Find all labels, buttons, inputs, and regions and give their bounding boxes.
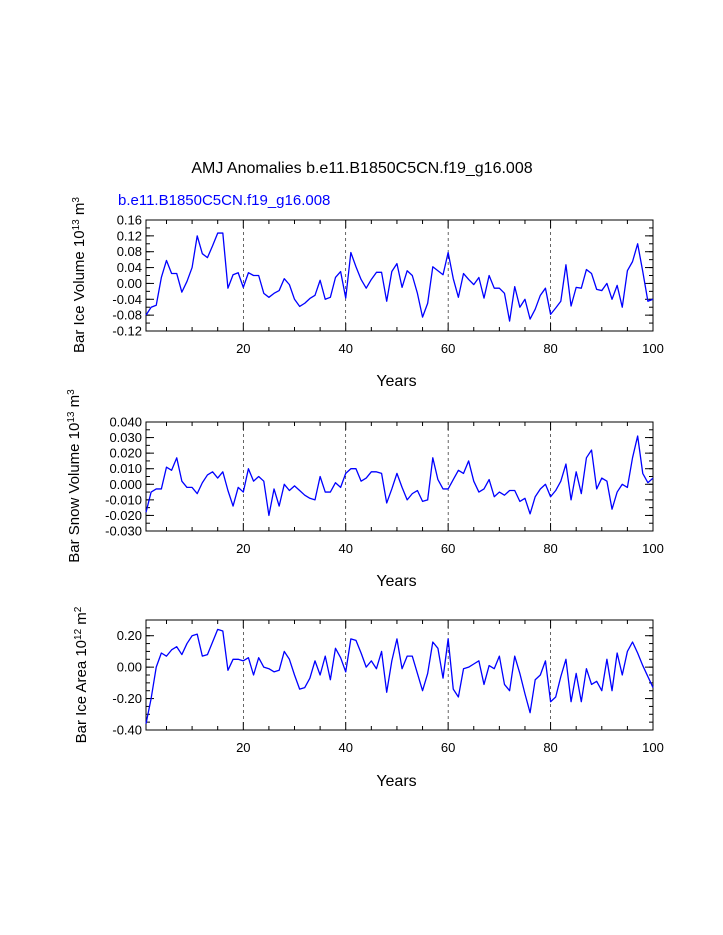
chart-panel-ice-volume: 20 40 60 80 100-0.12-0.08-0.040.000.040.080.… <box>71 197 664 390</box>
y-tick-label: -0.020 <box>105 508 142 523</box>
y-tick-label: 0.08 <box>117 244 142 259</box>
x-tick-label: 100 <box>642 740 664 755</box>
x-tick-label: 40 <box>338 341 352 356</box>
y-tick-label: 0.04 <box>117 260 142 275</box>
x-tick-label: 60 <box>441 740 455 755</box>
x-axis-title: Years <box>376 573 416 590</box>
x-tick-label: 20 <box>236 341 250 356</box>
y-axis-title-main: Bar Ice Area 10 <box>73 640 90 743</box>
y-axis-title-sup2: 3 <box>66 389 77 395</box>
y-axis-title-main: Bar Ice Volume 10 <box>71 230 88 353</box>
y-axis-title-sup1: 13 <box>66 411 77 423</box>
x-tick-label: 100 <box>642 341 664 356</box>
x-tick-label: 40 <box>338 541 352 556</box>
x-tick-label: 100 <box>642 541 664 556</box>
x-axis-title: Years <box>376 773 416 790</box>
y-axis-title-main: Bar Snow Volume 10 <box>66 423 83 563</box>
x-tick-label: 20 <box>236 541 250 556</box>
x-tick-label: 60 <box>441 541 455 556</box>
x-tick-label: 60 <box>441 341 455 356</box>
x-tick-label: 80 <box>543 541 557 556</box>
y-axis-title: Bar Snow Volume 1013 m3 <box>66 389 84 563</box>
y-tick-label: 0.000 <box>109 477 142 492</box>
y-axis-title-mid: m <box>71 203 88 220</box>
y-axis-title-mid: m <box>73 612 90 629</box>
y-tick-label: 0.00 <box>117 276 142 291</box>
y-tick-label: -0.010 <box>105 492 142 507</box>
y-axis-title-sup1: 13 <box>71 219 82 231</box>
y-tick-label: 0.010 <box>109 461 142 476</box>
y-tick-label: 0.00 <box>117 660 142 675</box>
y-tick-label: -0.030 <box>105 524 142 539</box>
y-tick-label: -0.04 <box>112 292 142 307</box>
y-axis-title-sup2: 3 <box>71 197 82 203</box>
x-tick-label: 80 <box>543 740 557 755</box>
x-tick-label: 80 <box>543 341 557 356</box>
y-axis-title-sup2: 2 <box>73 606 84 612</box>
x-tick-label: 40 <box>338 740 352 755</box>
x-tick-label: 20 <box>236 740 250 755</box>
y-tick-label: -0.12 <box>112 324 142 339</box>
y-tick-label: 0.020 <box>109 446 142 461</box>
y-axis-title: Bar Ice Area 1012 m2 <box>73 606 91 743</box>
y-tick-label: -0.08 <box>112 308 142 323</box>
y-tick-label: 0.040 <box>109 415 142 430</box>
y-tick-label: -0.40 <box>112 723 142 738</box>
chart-panel-snow-volume: 20 40 60 80 100-0.030-0.020-0.0100.0000.0100… <box>66 389 664 590</box>
x-axis-title: Years <box>376 373 416 390</box>
y-axis-title: Bar Ice Volume 1013 m3 <box>71 197 89 353</box>
series-line-ice-area <box>145 628 654 724</box>
chart-panels: 20 40 60 80 100-0.12-0.08-0.040.000.040.080.… <box>66 197 664 790</box>
series-line-snow-volume <box>145 435 654 517</box>
y-tick-label: -0.20 <box>112 691 142 706</box>
y-tick-label: 0.20 <box>117 628 142 643</box>
series-line-ice-volume <box>145 232 654 322</box>
y-axis-title-sup1: 12 <box>73 628 84 640</box>
chart-panel-ice-area: 20 40 60 80 100 -0.40 -0.20 0.00 0.20 Years Bar Ic… <box>73 606 664 790</box>
case-label: b.e11.B1850C5CN.f19_g16.008 <box>118 192 330 209</box>
y-axis-title-mid: m <box>66 395 83 412</box>
y-tick-label: 0.16 <box>117 213 142 228</box>
y-tick-label: 0.12 <box>117 228 142 243</box>
figure-title: AMJ Anomalies b.e11.B1850C5CN.f19_g16.00… <box>191 160 532 177</box>
y-tick-label: 0.030 <box>109 430 142 445</box>
